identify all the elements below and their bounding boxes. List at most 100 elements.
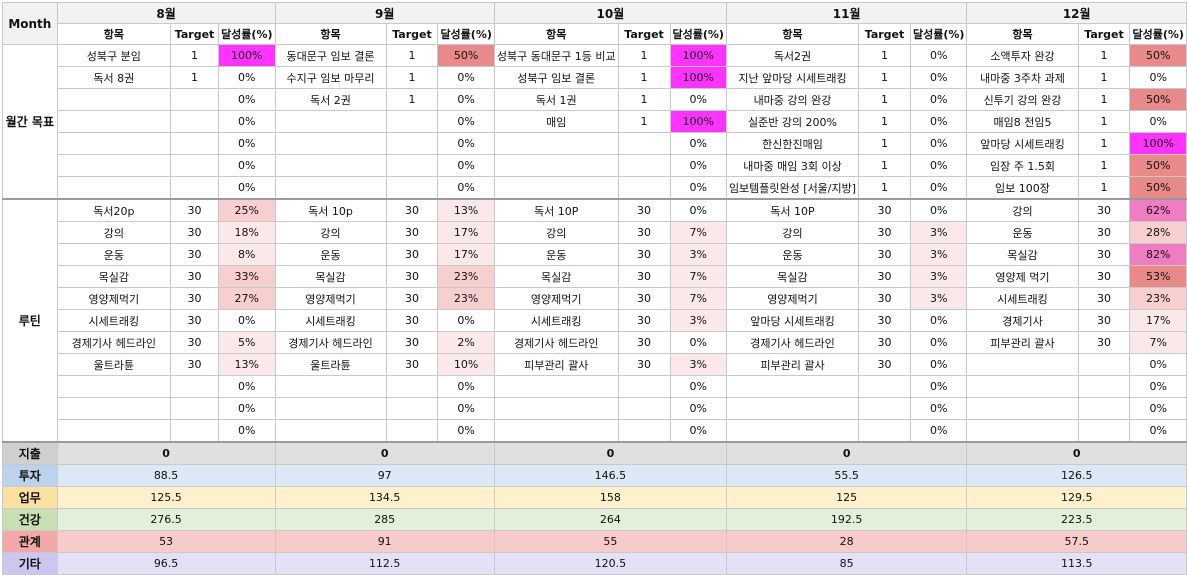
rate-cell[interactable]: 0% (218, 176, 276, 200)
rate-cell[interactable]: 5% (218, 331, 276, 354)
item-cell[interactable]: 매임 (493, 110, 619, 133)
rate-cell[interactable]: 0% (909, 132, 968, 155)
item-cell[interactable]: 영양제먹기 (493, 287, 619, 310)
summary-value[interactable]: 0 (966, 441, 1187, 465)
item-cell[interactable]: 운동 (493, 243, 619, 266)
item-cell[interactable]: 피부관리 괄사 (493, 353, 619, 376)
target-cell[interactable]: 30 (385, 353, 439, 376)
rate-cell[interactable]: 0% (218, 419, 276, 443)
target-cell[interactable]: 30 (617, 309, 671, 332)
target-cell[interactable]: 30 (1077, 287, 1131, 310)
rate-cell[interactable]: 0% (669, 176, 727, 200)
item-cell[interactable]: 목실감 (493, 265, 619, 288)
item-cell[interactable]: 피부관리 괄사 (725, 353, 860, 376)
target-cell[interactable]: 1 (858, 66, 911, 89)
rate-cell[interactable]: 25% (218, 198, 276, 222)
target-cell[interactable]: 30 (617, 243, 671, 266)
item-cell[interactable]: 영양제 먹기 (966, 265, 1079, 288)
item-cell[interactable]: 신투기 강의 완강 (966, 88, 1079, 111)
rate-cell[interactable]: 0% (669, 198, 727, 222)
target-cell[interactable]: 1 (617, 44, 671, 67)
item-cell[interactable]: 성북구 분임 (56, 44, 172, 67)
item-cell[interactable]: 시세트래킹 (56, 309, 172, 332)
target-cell[interactable]: 30 (617, 198, 671, 222)
item-cell[interactable] (56, 88, 172, 111)
rate-cell[interactable]: 0% (909, 110, 968, 133)
rate-cell[interactable]: 82% (1129, 243, 1187, 266)
item-cell[interactable] (56, 110, 172, 133)
item-cell[interactable] (966, 397, 1079, 420)
rate-cell[interactable]: 0% (437, 154, 495, 177)
item-cell[interactable]: 실준반 강의 200% (725, 110, 860, 133)
item-cell[interactable] (493, 176, 619, 200)
col-header-target[interactable]: Target (385, 23, 439, 45)
rate-cell[interactable]: 0% (218, 309, 276, 332)
item-cell[interactable]: 내마중 매임 3회 이상 (725, 154, 860, 177)
rate-cell[interactable]: 0% (218, 375, 276, 398)
target-cell[interactable] (170, 110, 220, 133)
rate-cell[interactable]: 0% (909, 353, 968, 376)
item-cell[interactable] (966, 419, 1079, 443)
item-cell[interactable] (56, 176, 172, 200)
corner-cell-month[interactable]: Month (2, 2, 58, 45)
item-cell[interactable] (493, 154, 619, 177)
summary-value[interactable]: 96.5 (56, 552, 276, 575)
rate-cell[interactable]: 17% (1129, 309, 1187, 332)
target-cell[interactable]: 30 (170, 221, 220, 244)
target-cell[interactable]: 1 (1077, 88, 1131, 111)
target-cell[interactable]: 30 (858, 243, 911, 266)
item-cell[interactable]: 한신한진매임 (725, 132, 860, 155)
col-header-target[interactable]: Target (617, 23, 671, 45)
rate-cell[interactable]: 0% (437, 309, 495, 332)
item-cell[interactable]: 운동 (966, 221, 1079, 244)
col-header-item[interactable]: 항목 (493, 23, 619, 45)
item-cell[interactable]: 경제기사 헤드라인 (725, 331, 860, 354)
summary-value[interactable]: 158 (493, 486, 727, 509)
target-cell[interactable] (617, 397, 671, 420)
item-cell[interactable] (274, 419, 387, 443)
target-cell[interactable] (617, 375, 671, 398)
rate-cell[interactable]: 13% (437, 198, 495, 222)
item-cell[interactable]: 독서 8권 (56, 66, 172, 89)
summary-value[interactable]: 285 (274, 508, 495, 531)
summary-value[interactable]: 276.5 (56, 508, 276, 531)
target-cell[interactable] (385, 397, 439, 420)
item-cell[interactable]: 동대문구 임보 결론 (274, 44, 387, 67)
col-header-target[interactable]: Target (1077, 23, 1131, 45)
rate-cell[interactable]: 53% (1129, 265, 1187, 288)
target-cell[interactable] (385, 154, 439, 177)
target-cell[interactable]: 1 (1077, 176, 1131, 200)
summary-value[interactable]: 97 (274, 464, 495, 487)
summary-value[interactable]: 55 (493, 530, 727, 553)
rate-cell[interactable]: 23% (437, 287, 495, 310)
item-cell[interactable]: 강의 (274, 221, 387, 244)
col-header-target[interactable]: Target (858, 23, 911, 45)
item-cell[interactable]: 강의 (725, 221, 860, 244)
item-cell[interactable]: 임장 주 1.5회 (966, 154, 1079, 177)
summary-value[interactable]: 0 (725, 441, 968, 465)
rate-cell[interactable]: 7% (669, 265, 727, 288)
item-cell[interactable]: 시세트래킹 (274, 309, 387, 332)
item-cell[interactable]: 시세트래킹 (493, 309, 619, 332)
target-cell[interactable]: 30 (385, 198, 439, 222)
rate-cell[interactable]: 0% (909, 88, 968, 111)
item-cell[interactable]: 경제기사 (966, 309, 1079, 332)
target-cell[interactable]: 30 (617, 265, 671, 288)
rate-cell[interactable]: 0% (218, 110, 276, 133)
item-cell[interactable]: 앞마당 시세트래킹 (966, 132, 1079, 155)
target-cell[interactable] (170, 132, 220, 155)
item-cell[interactable] (493, 375, 619, 398)
target-cell[interactable]: 30 (858, 265, 911, 288)
rate-cell[interactable]: 50% (437, 44, 495, 67)
target-cell[interactable] (1077, 397, 1131, 420)
rate-cell[interactable]: 0% (909, 154, 968, 177)
month-header-9[interactable]: 9월 (274, 2, 495, 24)
col-header-rate[interactable]: 달성률(%) (437, 23, 495, 45)
item-cell[interactable]: 독서 2권 (274, 88, 387, 111)
target-cell[interactable]: 30 (170, 243, 220, 266)
rate-cell[interactable]: 0% (437, 88, 495, 111)
summary-value[interactable]: 112.5 (274, 552, 495, 575)
item-cell[interactable]: 운동 (56, 243, 172, 266)
target-cell[interactable] (617, 154, 671, 177)
rate-cell[interactable]: 0% (1129, 397, 1187, 420)
